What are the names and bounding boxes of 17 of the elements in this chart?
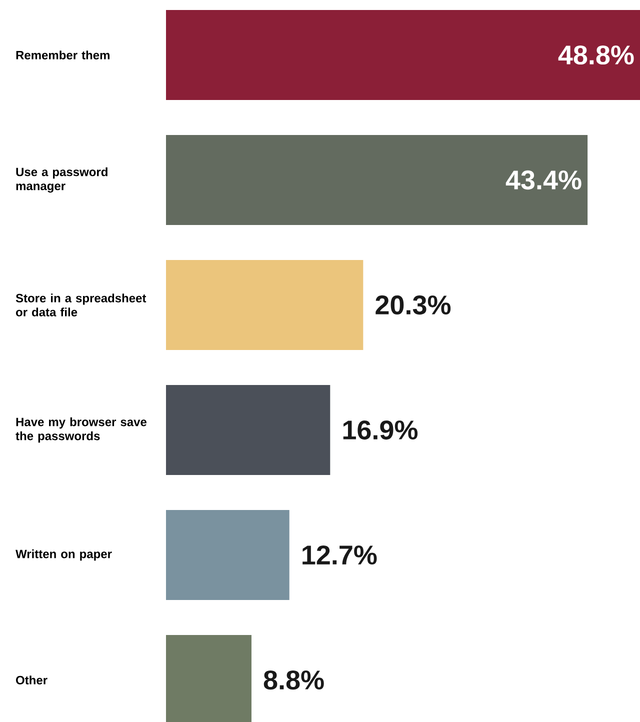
y-tick-label: Remember them	[16, 50, 110, 60]
data-label: 43.4%	[506, 170, 582, 190]
data-label: 12.7%	[302, 545, 377, 565]
data-label: 20.3%	[376, 295, 451, 315]
y-tick-label: Written on paper	[16, 549, 112, 561]
y-tick-label: Other	[16, 676, 48, 684]
y-tick-label: Have my browser save the passwords	[16, 417, 146, 443]
bar	[166, 135, 588, 225]
data-label: 16.9%	[343, 420, 418, 440]
data-label: 8.8%	[264, 670, 324, 690]
y-tick-label: Use a password manager	[16, 167, 108, 193]
bar	[166, 260, 364, 350]
y-tick-label: Store in a spreadsheet or data file	[16, 294, 146, 316]
bar	[166, 385, 330, 475]
bar	[166, 10, 640, 100]
data-label: 48.8%	[558, 45, 634, 65]
bar	[166, 510, 290, 600]
